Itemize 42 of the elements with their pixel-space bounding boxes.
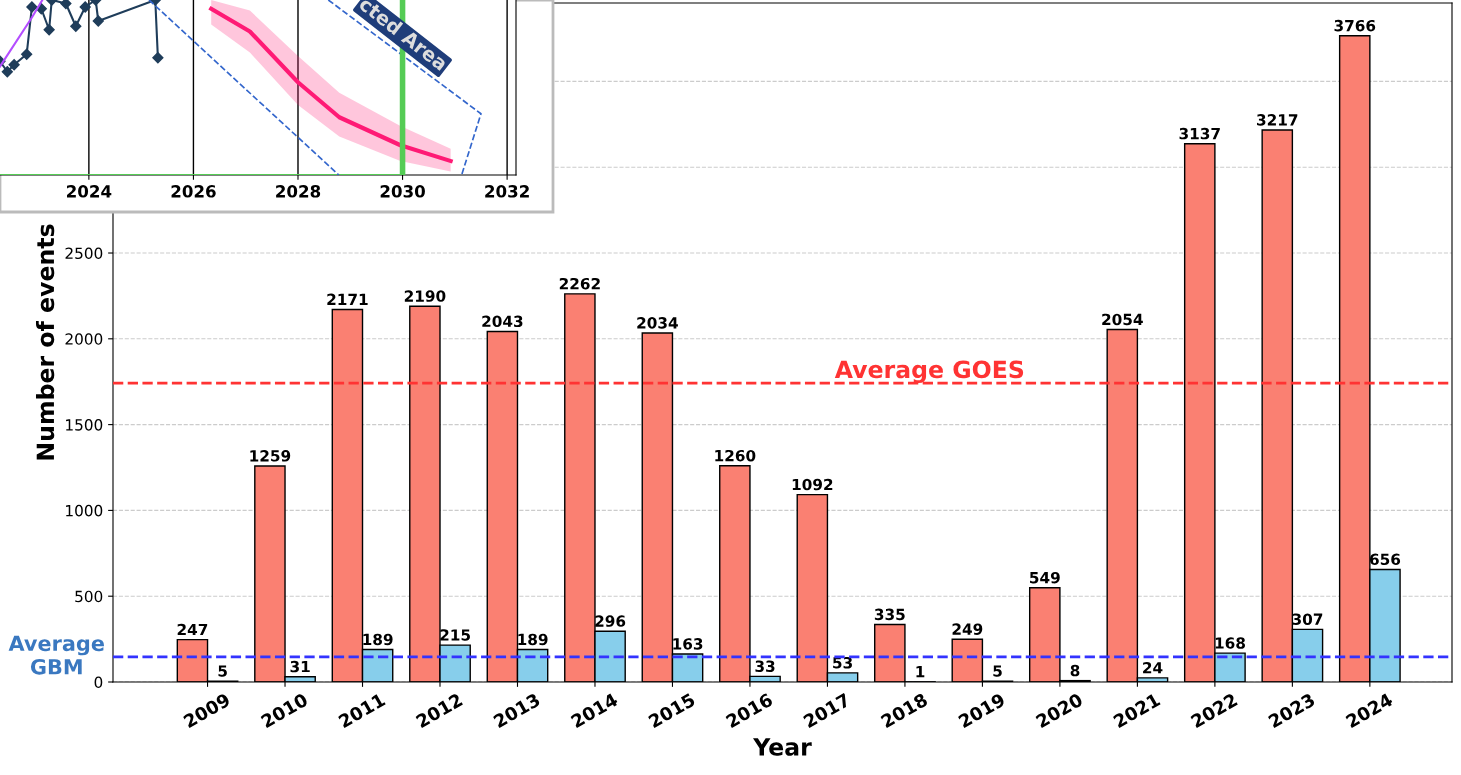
data-label: 189 — [363, 633, 393, 646]
data-label: 8 — [1070, 664, 1080, 677]
y-tick-label: 1500 — [66, 419, 103, 431]
data-label: 5 — [993, 665, 1002, 677]
x-axis-title: Year — [753, 738, 812, 756]
x-tick-label: 2028 — [276, 185, 321, 198]
data-label: 2034 — [637, 317, 678, 329]
data-label: 1259 — [250, 450, 291, 462]
data-label: 2054 — [1102, 313, 1143, 326]
data-label: 31 — [290, 660, 310, 673]
y-tick-label: 2500 — [65, 247, 103, 260]
y-axis-title: Number of events — [35, 224, 55, 460]
data-label: 24 — [1143, 661, 1163, 674]
x-tick-label: 2024 — [67, 185, 112, 198]
ref-line-label: Average GBM — [8, 635, 104, 675]
data-label: 335 — [874, 608, 905, 621]
data-label: 1 — [916, 666, 925, 678]
data-label: 3137 — [1179, 127, 1220, 140]
data-label: 1260 — [715, 449, 756, 462]
data-label: 549 — [1030, 571, 1060, 584]
data-label: 249 — [952, 623, 983, 635]
x-tick-label: 2030 — [380, 185, 425, 198]
data-label: 5 — [218, 665, 227, 677]
y-tick-label: 1000 — [66, 504, 103, 517]
data-label: 2190 — [404, 290, 446, 302]
data-label: 189 — [518, 633, 548, 646]
data-label: 307 — [1292, 613, 1323, 625]
data-label: 163 — [673, 638, 703, 650]
data-label: 33 — [755, 660, 775, 672]
x-tick-label: 2032 — [485, 185, 529, 198]
data-label: 247 — [177, 623, 208, 636]
y-tick-label: 500 — [75, 590, 103, 603]
ref-line-label: Average GOES — [834, 360, 1024, 384]
data-label: 1092 — [792, 478, 833, 491]
y-tick-label: 0 — [94, 676, 103, 689]
data-label: 3766 — [1334, 19, 1376, 32]
y-tick-label: 2000 — [65, 333, 103, 345]
data-label: 2171 — [327, 293, 368, 305]
data-label: 2262 — [559, 277, 600, 290]
data-label: 2043 — [482, 315, 523, 328]
x-tick-label: 2026 — [171, 185, 216, 198]
data-label: 3217 — [1257, 114, 1298, 126]
